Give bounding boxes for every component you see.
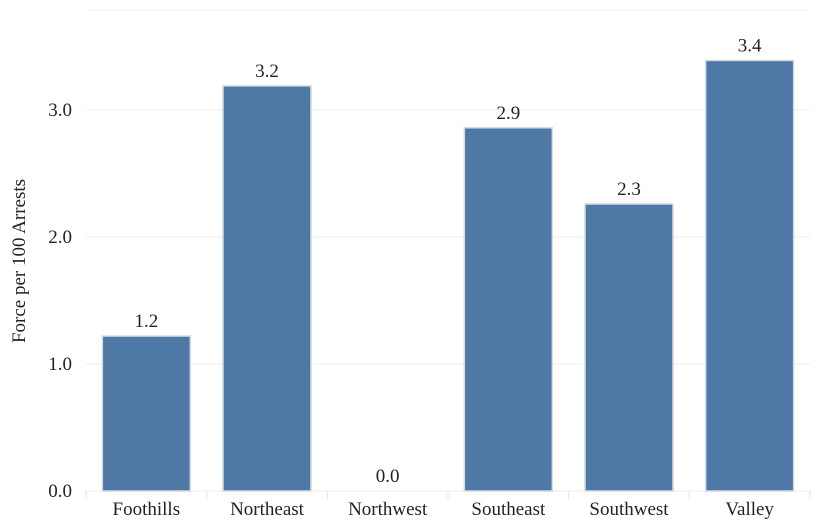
data-label-foothills: 1.2 xyxy=(134,311,158,332)
x-tick-label-valley: Valley xyxy=(725,499,774,520)
data-label-northwest: 0.0 xyxy=(376,466,400,487)
x-axis-ticks: Foothills Northeast Northwest Southeast Sout… xyxy=(113,499,775,520)
data-label-southeast: 2.9 xyxy=(496,103,520,124)
x-tick-label-foothills: Foothills xyxy=(113,499,181,520)
data-label-northeast: 3.2 xyxy=(255,61,279,82)
bar-southwest xyxy=(584,203,674,492)
x-tick-label-southeast: Southeast xyxy=(471,499,546,520)
bar-northeast xyxy=(222,85,312,492)
x-tick-label-northeast: Northeast xyxy=(230,499,305,520)
y-axis-ticks: 0.0 1.0 2.0 3.0 xyxy=(48,100,72,502)
bar-southeast xyxy=(463,127,554,492)
y-tick-label: 3.0 xyxy=(48,100,72,121)
y-tick-label: 2.0 xyxy=(48,227,72,248)
data-label-valley: 3.4 xyxy=(738,35,762,56)
bars xyxy=(101,59,795,492)
x-tick-label-northwest: Northwest xyxy=(348,499,428,520)
data-label-southwest: 2.3 xyxy=(617,179,641,200)
grid-lines xyxy=(85,9,811,499)
y-axis-title: Force per 100 Arrests xyxy=(9,179,30,343)
bar-foothills xyxy=(101,335,192,492)
bar-valley xyxy=(704,59,795,492)
y-tick-label: 1.0 xyxy=(48,354,72,375)
x-tick-label-southwest: Southwest xyxy=(589,499,669,520)
data-labels: 1.2 3.2 0.0 2.9 2.3 3.4 xyxy=(134,35,762,487)
y-tick-label: 0.0 xyxy=(48,481,72,502)
